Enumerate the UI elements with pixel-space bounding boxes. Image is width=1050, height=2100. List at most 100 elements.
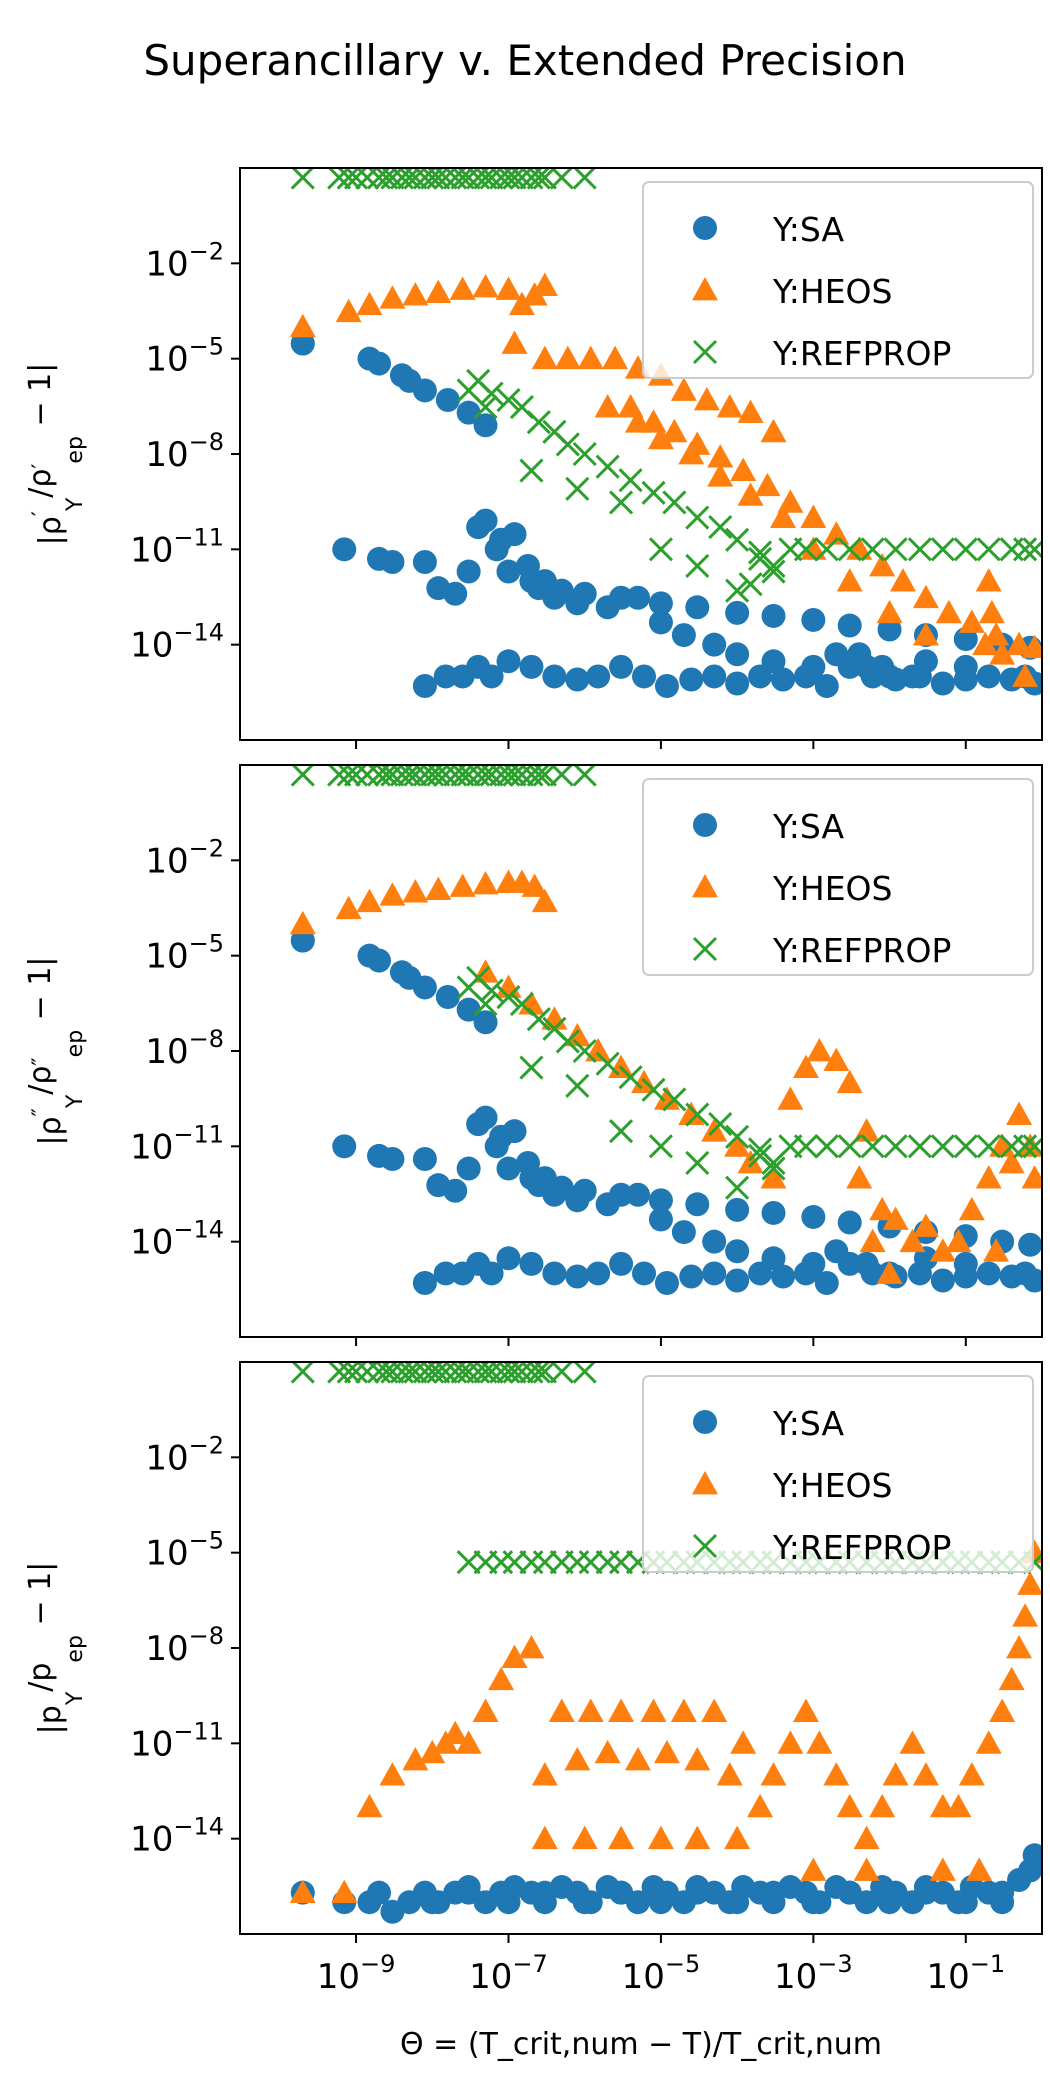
- data-point: [496, 984, 521, 1010]
- data-point: [958, 1196, 985, 1221]
- data-point: [519, 654, 544, 679]
- data-point: [515, 1150, 540, 1175]
- data-point: [836, 1793, 863, 1818]
- data-point: [565, 591, 590, 616]
- data-point: [336, 168, 361, 190]
- data-point: [702, 1229, 727, 1254]
- legend-box: [642, 181, 1034, 379]
- data-point: [521, 873, 548, 897]
- data-point: [913, 1880, 938, 1905]
- data-point: [716, 394, 743, 418]
- data-point: [685, 1150, 710, 1176]
- data-point: [701, 1698, 728, 1722]
- data-point: [671, 623, 696, 648]
- data-point: [882, 1206, 909, 1230]
- data-point: [670, 377, 697, 401]
- data-point: [761, 603, 786, 628]
- data-point: [632, 1261, 657, 1286]
- data-point: [419, 1739, 446, 1764]
- x-tick-label: 10−1: [926, 1950, 1005, 1997]
- data-point: [814, 674, 839, 699]
- data-point: [502, 168, 527, 190]
- data-point: [930, 1134, 955, 1159]
- data-point: [443, 581, 468, 606]
- series-y-refprop: [290, 765, 1042, 1200]
- data-point: [801, 1204, 826, 1229]
- data-point: [290, 168, 315, 190]
- data-point: [725, 1890, 750, 1915]
- data-point: [1017, 1571, 1042, 1595]
- series-y-sa: [290, 331, 1042, 699]
- data-point: [433, 1261, 458, 1286]
- data-point: [737, 482, 764, 506]
- data-point: [1021, 1165, 1042, 1189]
- data-point: [953, 1134, 978, 1159]
- data-point: [737, 1149, 764, 1174]
- series-y-refprop: [290, 168, 1042, 603]
- data-point: [426, 765, 451, 787]
- data-point: [983, 1238, 1010, 1262]
- legend-marker: [693, 216, 717, 240]
- data-point: [670, 1698, 697, 1722]
- data-point: [618, 468, 643, 493]
- data-point: [531, 1825, 558, 1850]
- data-point: [836, 1069, 863, 1094]
- data-point: [882, 1762, 909, 1786]
- y-tick-label: 10−11: [130, 1120, 224, 1167]
- data-point: [953, 1264, 978, 1289]
- data-point: [565, 1073, 590, 1098]
- legend-marker: [693, 813, 717, 837]
- data-point: [837, 654, 862, 679]
- data-point: [958, 1762, 985, 1786]
- data-point: [837, 613, 862, 638]
- x-tick-label: 10−9: [317, 1950, 396, 1997]
- y-tick-label: 10−11: [130, 523, 224, 570]
- data-point: [800, 536, 827, 560]
- data-point: [641, 480, 666, 505]
- data-point: [356, 1793, 383, 1818]
- data-point: [479, 978, 504, 1003]
- data-point: [379, 285, 406, 309]
- data-point: [555, 432, 580, 457]
- data-point: [738, 572, 763, 597]
- data-point: [800, 1857, 827, 1881]
- data-point: [380, 1146, 405, 1171]
- data-point: [542, 585, 567, 610]
- data-point: [501, 1644, 528, 1668]
- legend-label: Y:HEOS: [772, 869, 892, 908]
- data-point: [929, 1238, 956, 1262]
- data-point: [571, 1825, 598, 1850]
- data-point: [565, 476, 590, 501]
- data-point: [653, 1086, 680, 1110]
- data-point: [853, 1857, 880, 1881]
- data-point: [975, 1730, 1002, 1754]
- x-tick-label: 10−5: [622, 1950, 701, 1997]
- data-point: [648, 610, 673, 635]
- data-point: [488, 1666, 515, 1691]
- data-point: [479, 1362, 504, 1384]
- data-point: [661, 418, 688, 443]
- data-point: [653, 1739, 680, 1764]
- data-point: [595, 595, 620, 620]
- data-point: [730, 1730, 757, 1754]
- data-point: [912, 584, 939, 609]
- data-point: [433, 168, 458, 190]
- y-tick-label: 10−11: [130, 1717, 224, 1764]
- data-point: [640, 1698, 667, 1722]
- data-point: [532, 1550, 557, 1575]
- data-point: [625, 585, 650, 610]
- data-point: [472, 273, 499, 298]
- data-point: [975, 568, 1002, 592]
- data-point: [594, 394, 621, 418]
- data-point: [976, 1134, 1001, 1159]
- data-point: [814, 1134, 839, 1159]
- data-point: [1006, 631, 1033, 656]
- data-point: [641, 1077, 666, 1102]
- data-point: [837, 1251, 862, 1276]
- data-point: [1012, 1603, 1039, 1627]
- data-point: [876, 1260, 903, 1284]
- data-point: [554, 345, 581, 370]
- data-point: [685, 1880, 710, 1905]
- data-point: [496, 1890, 521, 1915]
- data-point: [495, 276, 522, 300]
